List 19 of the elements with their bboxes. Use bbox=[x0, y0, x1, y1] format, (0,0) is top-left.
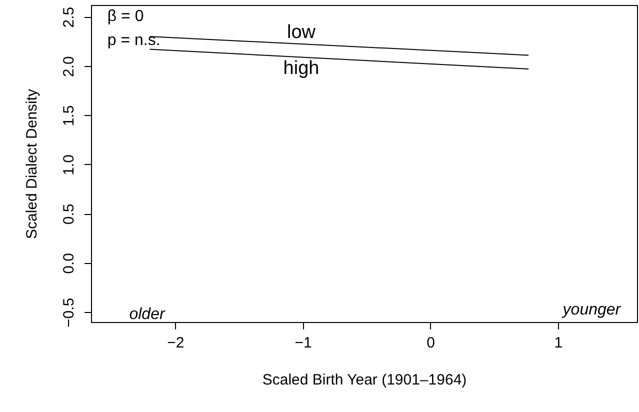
x-tick-label: −2 bbox=[167, 334, 184, 352]
annotation: older bbox=[129, 306, 166, 324]
annotation: younger bbox=[562, 301, 622, 318]
x-axis-title: Scaled Birth Year (1901–1964) bbox=[262, 372, 467, 388]
series-label: high bbox=[283, 58, 320, 80]
y-tick-label: 2.0 bbox=[60, 56, 78, 77]
y-tick-label: 0.0 bbox=[60, 253, 78, 274]
annotation: p = n.s. bbox=[107, 32, 160, 49]
y-axis-title: Scaled Dialect Density bbox=[24, 88, 40, 240]
x-tick-label: 1 bbox=[554, 334, 563, 352]
y-tick-label: 2.5 bbox=[60, 6, 78, 28]
annotation: β = 0 bbox=[107, 8, 144, 26]
series-label: low bbox=[286, 22, 316, 43]
y-tick-label: 0.5 bbox=[60, 204, 78, 225]
x-tick-label: 0 bbox=[426, 334, 436, 352]
y-tick-label: −0.5 bbox=[60, 298, 78, 328]
y-tick-label: 1.0 bbox=[60, 154, 78, 176]
x-tick-label: −1 bbox=[294, 334, 312, 352]
y-tick-label: 1.5 bbox=[60, 105, 78, 126]
